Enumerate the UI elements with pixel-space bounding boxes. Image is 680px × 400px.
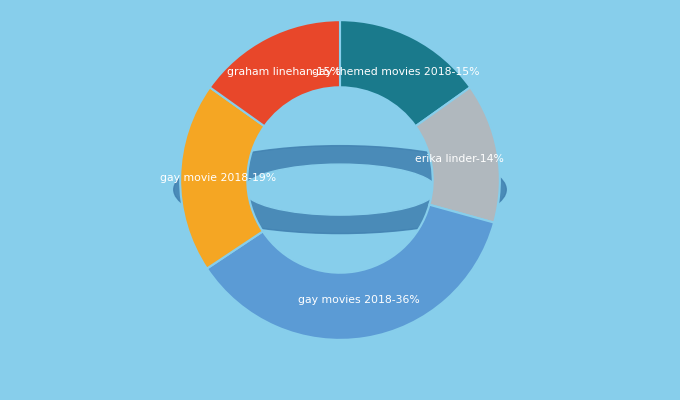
- Text: gay movies 2018-36%: gay movies 2018-36%: [299, 295, 420, 305]
- Wedge shape: [209, 20, 340, 126]
- Wedge shape: [207, 205, 494, 340]
- Text: gay themed movies 2018-15%: gay themed movies 2018-15%: [312, 67, 479, 77]
- Text: graham linehan-15%: graham linehan-15%: [227, 67, 341, 77]
- Text: gay movie 2018-19%: gay movie 2018-19%: [160, 173, 277, 183]
- Ellipse shape: [243, 164, 437, 215]
- Wedge shape: [180, 87, 265, 268]
- Ellipse shape: [174, 146, 506, 234]
- Text: erika linder-14%: erika linder-14%: [415, 154, 504, 164]
- Wedge shape: [340, 20, 471, 126]
- Wedge shape: [415, 87, 500, 223]
